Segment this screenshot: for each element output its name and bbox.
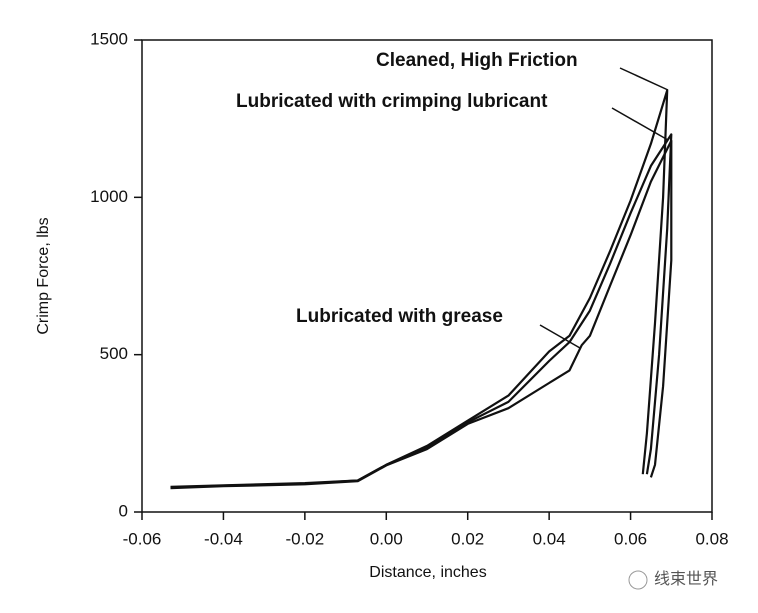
- watermark-icon: [628, 570, 648, 590]
- x-tick-label: -0.04: [204, 529, 243, 548]
- leader-line: [619, 67, 669, 91]
- annotation: Cleaned, High Friction: [376, 50, 578, 71]
- y-axis-label: Crimp Force, lbs: [35, 217, 52, 334]
- leader-line: [611, 107, 669, 141]
- x-tick-label: 0.08: [695, 529, 728, 548]
- y-tick-label: 0: [119, 501, 128, 520]
- x-tick-label: 0.04: [533, 529, 566, 548]
- x-tick-label: 0.00: [370, 529, 403, 548]
- annotation: Lubricated with crimping lubricant: [236, 91, 548, 112]
- x-axis-label: Distance, inches: [369, 564, 486, 581]
- x-tick-label: 0.02: [451, 529, 484, 548]
- y-tick-label: 500: [100, 344, 128, 363]
- x-tick-label: -0.06: [123, 529, 162, 548]
- plot-frame: [141, 39, 713, 513]
- watermark: 线束世界: [654, 570, 718, 588]
- series-line: [170, 139, 673, 490]
- x-tick-label: 0.06: [614, 529, 647, 548]
- series-line: [170, 89, 669, 488]
- leader-line: [539, 324, 581, 349]
- y-tick-label: 1000: [90, 187, 128, 206]
- x-tick-label: -0.02: [285, 529, 324, 548]
- annotation: Lubricated with grease: [296, 306, 503, 327]
- y-tick-label: 1500: [90, 29, 128, 48]
